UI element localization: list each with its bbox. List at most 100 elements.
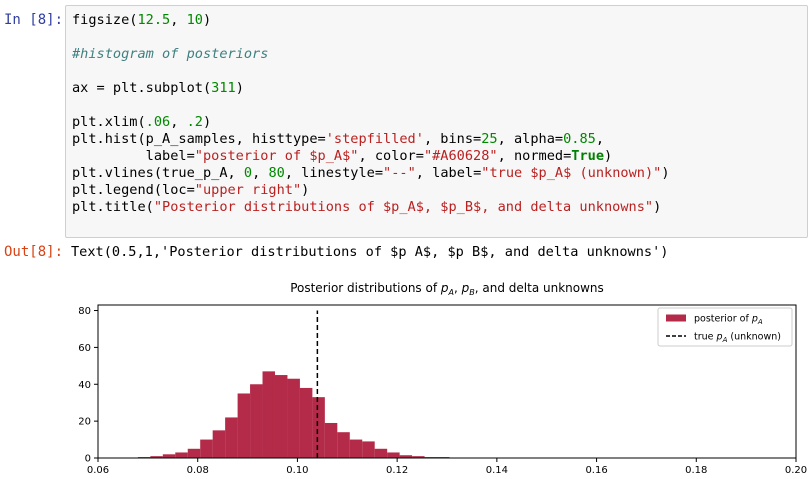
code-token: 80 bbox=[268, 165, 285, 181]
x-tick-label: 0.18 bbox=[685, 465, 707, 476]
histogram-bar bbox=[200, 439, 213, 458]
code-token: "upper right" bbox=[194, 182, 302, 198]
histogram-bar bbox=[412, 456, 425, 458]
x-tick-label: 0.16 bbox=[585, 465, 607, 476]
histogram-bar bbox=[399, 455, 413, 458]
axes-layer: 0.06 0.08 0.10 0.12 0.14 0.16 0.18 0.20 0 20 40 60 8… bbox=[78, 304, 807, 476]
code-token: 0.85 bbox=[563, 131, 596, 147]
code-token: , bins= bbox=[423, 131, 482, 147]
code-token: ) bbox=[235, 80, 244, 96]
y-tick-label: 60 bbox=[78, 343, 91, 354]
posterior-histogram-chart: 0.06 0.08 0.10 0.12 0.14 0.16 0.18 0.20 0 20 40 60 8… bbox=[78, 281, 807, 476]
output-prompt: Out[8]: bbox=[4, 244, 64, 260]
code-line: #histogram of posteriors bbox=[72, 46, 670, 63]
histogram-bar bbox=[150, 456, 163, 458]
code-token: figsize( bbox=[72, 12, 138, 28]
chart-title: Posterior distributions of pA, pB, and d… bbox=[290, 281, 604, 297]
histogram-bar bbox=[387, 452, 400, 458]
code-token: plt.hist(p_A_samples, histtype= bbox=[72, 131, 326, 147]
code-line bbox=[72, 63, 670, 80]
code-token: ) bbox=[661, 165, 670, 181]
legend-label-part: A bbox=[757, 318, 763, 326]
code-token: "true $p_A$ (unknown)" bbox=[481, 165, 662, 181]
plot-content bbox=[137, 310, 450, 458]
histogram-bar bbox=[237, 393, 251, 458]
code-line: figsize(12.5, 10) bbox=[72, 12, 670, 29]
legend-label-part: (unknown) bbox=[727, 332, 781, 343]
histogram-bar bbox=[225, 417, 238, 458]
code-token: "Posterior distributions of $p_A$, $p_B$… bbox=[153, 199, 654, 215]
histogram-bar bbox=[274, 375, 288, 458]
code-editor[interactable]: figsize(12.5, 10) #histogram of posterior… bbox=[72, 12, 670, 216]
code-token: , color= bbox=[358, 148, 424, 164]
code-token: , normed= bbox=[497, 148, 572, 164]
code-token: label= bbox=[72, 148, 195, 164]
chart-title-part: Posterior distributions of bbox=[290, 281, 441, 295]
legend-label: true pA (unknown) bbox=[694, 332, 781, 345]
chart-title-part: p bbox=[461, 281, 470, 295]
y-tick-label: 0 bbox=[85, 454, 91, 465]
legend-label-part: true bbox=[694, 332, 717, 343]
code-token: , bbox=[170, 12, 187, 28]
histogram-bar bbox=[312, 397, 325, 458]
histogram-bar bbox=[349, 439, 363, 458]
code-token: plt.legend(loc= bbox=[72, 182, 195, 198]
code-line bbox=[72, 29, 670, 46]
x-tick-label: 0.06 bbox=[87, 465, 109, 476]
histogram-bar bbox=[374, 448, 388, 458]
code-token: , bbox=[595, 131, 605, 147]
histogram-bar bbox=[250, 384, 263, 458]
histogram-bar bbox=[212, 430, 226, 458]
legend-label-part: p bbox=[716, 332, 723, 343]
code-token: .06 bbox=[145, 114, 171, 130]
code-token: , label= bbox=[415, 165, 482, 181]
legend-box bbox=[657, 307, 793, 347]
code-token: ) bbox=[202, 12, 212, 28]
code-token: , linestyle= bbox=[284, 165, 384, 181]
x-tick-label: 0.08 bbox=[187, 465, 209, 476]
x-tick-label: 0.10 bbox=[286, 465, 308, 476]
y-tick-label: 80 bbox=[78, 306, 91, 317]
x-tick-label: 0.20 bbox=[785, 465, 807, 476]
code-line: plt.vlines(true_p_A, 0, 80, linestyle="-… bbox=[72, 165, 670, 182]
code-token: , alpha= bbox=[497, 131, 564, 147]
code-token: ) bbox=[604, 148, 613, 164]
code-token: #histogram of posteriors bbox=[72, 46, 269, 62]
code-token: .2 bbox=[186, 114, 203, 130]
chart-title-part: , and delta unknowns bbox=[475, 281, 604, 295]
x-tick-label: 0.14 bbox=[486, 465, 508, 476]
code-token: ) bbox=[301, 182, 310, 198]
code-token: plt.title( bbox=[72, 199, 154, 215]
code-token: 311 bbox=[211, 80, 236, 96]
histogram-bar bbox=[299, 387, 313, 458]
code-token: 'stepfilled' bbox=[325, 131, 424, 147]
code-line: plt.title("Posterior distributions of $p… bbox=[72, 199, 670, 216]
code-line: plt.legend(loc="upper right") bbox=[72, 182, 670, 199]
code-token: , bbox=[170, 114, 187, 130]
code-line: label="posterior of $p_A$", color="#A606… bbox=[72, 148, 670, 165]
output-text: Text(0.5,1,'Posterior distributions of $… bbox=[71, 244, 669, 260]
legend-label: posterior of pA bbox=[694, 314, 763, 327]
histogram-bar bbox=[262, 371, 275, 458]
code-token: True bbox=[571, 148, 605, 164]
histogram-bar bbox=[324, 422, 338, 458]
code-token: , bbox=[252, 165, 269, 181]
y-tick-label: 40 bbox=[78, 380, 91, 391]
code-cell-input[interactable]: figsize(12.5, 10) #histogram of posterior… bbox=[65, 5, 808, 238]
chart-title-part: B bbox=[469, 288, 475, 297]
code-line bbox=[72, 97, 670, 114]
code-line: plt.hist(p_A_samples, histtype='stepfill… bbox=[72, 131, 670, 148]
code-token: "--" bbox=[383, 165, 416, 181]
input-prompt: In [8]: bbox=[4, 12, 64, 28]
histogram-bar bbox=[175, 452, 188, 458]
legend-label-part: A bbox=[722, 336, 728, 344]
legend-label-part: posterior of bbox=[694, 314, 752, 325]
code-token: 10 bbox=[186, 12, 203, 28]
chart-title-part: p bbox=[440, 281, 449, 295]
code-token: "#A60628" bbox=[423, 148, 498, 164]
code-line: plt.xlim(.06, .2) bbox=[72, 114, 670, 131]
chart-title-part: A bbox=[448, 288, 454, 297]
histogram-bar bbox=[362, 441, 375, 458]
code-token: 12.5 bbox=[137, 12, 171, 28]
